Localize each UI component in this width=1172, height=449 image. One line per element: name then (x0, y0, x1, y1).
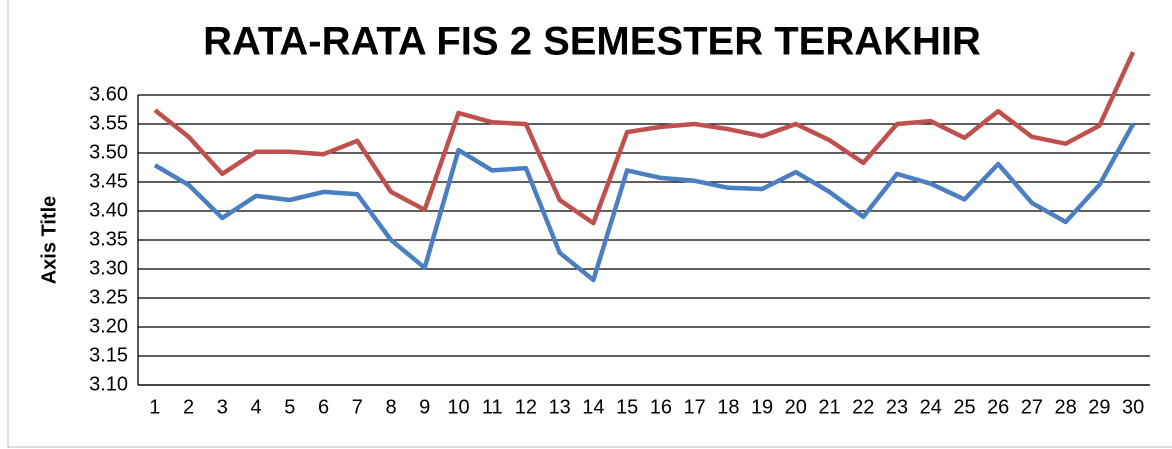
x-tick-label: 28 (1055, 396, 1077, 418)
x-tick-label: 15 (616, 396, 638, 418)
y-tick-label: 3.15 (89, 344, 128, 366)
x-tick-label: 19 (751, 396, 773, 418)
x-tick-label: 30 (1122, 396, 1144, 418)
series-line (153, 122, 1136, 283)
x-tick-label: 16 (650, 396, 672, 418)
x-tick-label: 22 (852, 396, 874, 418)
y-tick-label: 3.40 (89, 199, 128, 221)
y-axis-title: Axis Title (38, 196, 60, 285)
x-tick-label: 2 (183, 396, 194, 418)
x-tick-label: 10 (447, 396, 469, 418)
y-tick-label: 3.25 (89, 286, 128, 308)
x-tick-label: 23 (886, 396, 908, 418)
y-tick-label: 3.10 (89, 373, 128, 395)
series-line (153, 51, 1136, 226)
x-tick-label: 5 (284, 396, 295, 418)
x-tick-label: 24 (920, 396, 942, 418)
x-tick-label: 13 (549, 396, 571, 418)
y-tick-label: 3.55 (89, 112, 128, 134)
x-tick-label: 14 (582, 396, 604, 418)
x-tick-label: 27 (1021, 396, 1043, 418)
x-tick-label: 26 (987, 396, 1009, 418)
x-tick-label: 9 (419, 396, 430, 418)
x-tick-label: 20 (785, 396, 807, 418)
y-tick-label: 3.35 (89, 228, 128, 250)
x-tick-label: 21 (818, 396, 840, 418)
y-tick-label: 3.20 (89, 315, 128, 337)
x-tick-label: 4 (251, 396, 262, 418)
y-tick-label: 3.30 (89, 257, 128, 279)
x-tick-label: 3 (217, 396, 228, 418)
x-tick-label: 25 (953, 396, 975, 418)
chart-title: RATA-RATA FIS 2 SEMESTER TERAKHIR (203, 20, 981, 64)
x-tick-label: 29 (1088, 396, 1110, 418)
y-tick-label: 3.45 (89, 170, 128, 192)
x-tick-label: 11 (482, 396, 503, 418)
y-tick-label: 3.50 (89, 141, 128, 163)
x-tick-label: 8 (385, 396, 396, 418)
x-tick-label: 17 (683, 396, 705, 418)
x-tick-label: 6 (318, 396, 329, 418)
y-tick-label: 3.60 (89, 83, 128, 105)
x-tick-label: 1 (149, 396, 160, 418)
x-tick-label: 12 (515, 396, 537, 418)
x-tick-label: 7 (352, 396, 363, 418)
x-tick-label: 18 (717, 396, 739, 418)
